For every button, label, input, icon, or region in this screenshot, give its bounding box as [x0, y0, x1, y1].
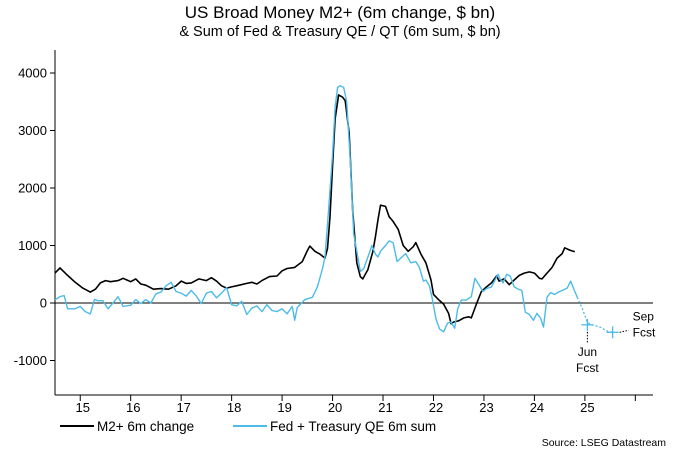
y-tick-label: 3000 — [18, 123, 47, 138]
y-tick-label: 4000 — [18, 66, 47, 81]
chart-title: US Broad Money M2+ (6m change, $ bn) — [184, 3, 496, 22]
annotation-jun-fcst: Jun — [578, 345, 597, 359]
chart-subtitle: & Sum of Fed & Treasury QE / QT (6m sum,… — [179, 24, 501, 40]
legend-label-m2: M2+ 6m change — [97, 419, 194, 434]
annotation-leader — [619, 329, 629, 333]
annotation-sep-fcst: Fcst — [633, 325, 656, 339]
annotation-jun-fcst: Fcst — [576, 361, 599, 375]
x-tick-label: 17 — [176, 400, 190, 415]
legend-label-qe: Fed + Treasury QE 6m sum — [270, 419, 436, 434]
x-tick-label: 22 — [429, 400, 443, 415]
y-tick-label: 1000 — [18, 238, 47, 253]
x-tick-label: 18 — [227, 400, 241, 415]
x-tick-label: 23 — [479, 400, 493, 415]
series-line-m2 — [54, 94, 576, 325]
annotation-sep-fcst: Sep — [633, 309, 655, 323]
y-tick-label: 2000 — [18, 181, 47, 196]
x-tick-label: 21 — [378, 400, 392, 415]
y-tick-label: 0 — [40, 296, 47, 311]
x-tick-label: 24 — [530, 400, 544, 415]
x-tick-label: 25 — [580, 400, 594, 415]
source-note: Source: LSEG Datastream — [542, 437, 667, 449]
legend: M2+ 6m change Fed + Treasury QE 6m sum — [60, 419, 436, 434]
x-tick-label: 20 — [328, 400, 342, 415]
plot-area: Jun Fcst Sep Fcst — [54, 85, 656, 375]
axes: -1000 0 1000 2000 3000 4000 15 16 17 18 19 20 21 22 23… — [14, 50, 653, 415]
series-line-qe — [54, 85, 578, 333]
y-tick-label: -1000 — [14, 353, 47, 368]
x-tick-label: 16 — [126, 400, 140, 415]
x-tick-label: 15 — [76, 400, 90, 415]
x-tick-label: 19 — [277, 400, 291, 415]
